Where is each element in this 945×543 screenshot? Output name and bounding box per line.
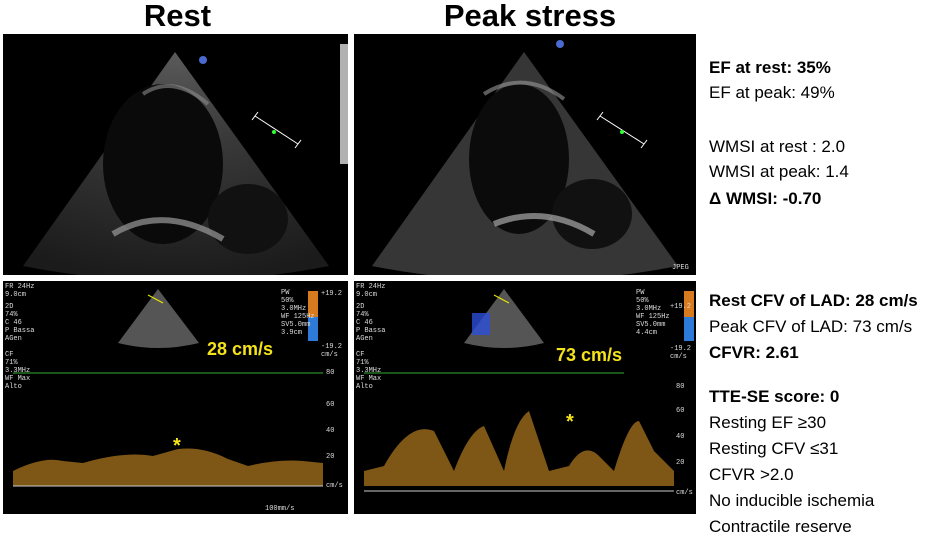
ef-peak: EF at peak: 49% xyxy=(709,83,835,102)
peak-header: FR 24Hz 9.0cm xyxy=(356,283,386,299)
rest-echo-image xyxy=(3,34,348,275)
rest-left-params: 2D 74% C 46 P Bassa AGen CF 71% 3.3MHz W… xyxy=(5,303,35,391)
rest-tick-40: 40 xyxy=(326,427,335,435)
wmsi-rest: WMSI at rest : 2.0 xyxy=(709,137,846,156)
criterion-resting-cfv: Resting CFV ≤31 xyxy=(709,439,839,458)
rest-tick-60: 60 xyxy=(326,401,335,409)
criterion-resting-ef: Resting EF ≥30 xyxy=(709,413,827,432)
cfvr: CFVR: 2.61 xyxy=(709,343,799,362)
peak-left-params: 2D 74% C 46 P Bassa AGen CF 71% 3.3MHz W… xyxy=(356,303,386,391)
criterion-contractile-reserve: Contractile reserve xyxy=(709,517,852,536)
rest-axis-unit: cm/s xyxy=(326,482,343,490)
peak-tick-60: 60 xyxy=(676,407,685,415)
peak-tick-40: 40 xyxy=(676,433,685,441)
peak-echo-sector xyxy=(372,40,678,275)
rest-header: FR 24Hz 9.0cm xyxy=(5,283,35,299)
ef-rest: EF at rest: 35% xyxy=(709,58,831,77)
rest-doppler-image: FR 24Hz 9.0cm 2D 74% C 46 P Bassa AGen C… xyxy=(3,281,348,514)
peak-tick-80: 80 xyxy=(676,383,685,391)
peak-right-params: PW 50% 3.0MHz WF 125Hz SV5.0mm 4.4cm xyxy=(636,289,670,337)
cfv-rest: Rest CFV of LAD: 28 cm/s xyxy=(709,291,918,310)
peak-echo-image: JPEG xyxy=(354,34,696,275)
rest-velocity-label: 28 cm/s xyxy=(207,339,274,359)
rest-scale-top: +19.2 xyxy=(321,290,343,298)
peak-scale-top: +19.2 xyxy=(670,303,692,311)
peak-axis-unit: cm/s xyxy=(676,489,693,497)
rest-doppler-trace xyxy=(13,289,323,487)
peak-stress-title: Peak stress xyxy=(443,0,617,33)
rest-tick-20: 20 xyxy=(326,453,335,461)
criterion-cfvr: CFVR >2.0 xyxy=(709,465,794,484)
rest-sweep-speed: 100mm/s xyxy=(265,505,295,513)
peak-peak-marker: * xyxy=(566,411,574,433)
rest-right-params: PW 50% 3.0MHz WF 125Hz SV5.0mm 3.9cm xyxy=(281,289,315,337)
peak-velocity-label: 73 cm/s xyxy=(556,345,623,365)
peak-doppler-image: FR 24Hz 9.0cm 2D 74% C 46 P Bassa AGen C… xyxy=(354,281,696,514)
tte-se-score: TTE-SE score: 0 xyxy=(709,387,840,406)
peak-scale-bottom: -19.2 cm/s xyxy=(670,345,692,361)
jpeg-label: JPEG xyxy=(672,264,689,272)
rest-scale-bottom: -19.2 cm/s xyxy=(321,343,343,359)
rest-title: Rest xyxy=(143,0,212,33)
wmsi-peak: WMSI at peak: 1.4 xyxy=(709,162,849,181)
delta-wmsi: Δ WMSI: -0.70 xyxy=(709,189,822,208)
rest-echo-sector xyxy=(23,44,348,275)
rest-tick-80: 80 xyxy=(326,369,335,377)
peak-tick-20: 20 xyxy=(676,459,685,467)
peak-doppler-trace xyxy=(364,289,694,492)
criterion-no-ischemia: No inducible ischemia xyxy=(709,491,875,510)
cfv-peak: Peak CFV of LAD: 73 cm/s xyxy=(709,317,913,336)
rest-peak-marker: * xyxy=(173,435,181,457)
